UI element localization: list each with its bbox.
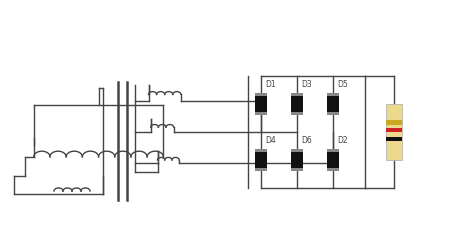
Text: D6: D6 — [302, 136, 312, 145]
Bar — [255, 111, 267, 115]
Bar — [255, 93, 267, 96]
Bar — [255, 149, 267, 152]
Bar — [291, 149, 303, 152]
Bar — [327, 93, 339, 96]
Bar — [291, 96, 303, 111]
Bar — [327, 152, 339, 168]
Text: D2: D2 — [338, 136, 348, 145]
Text: alamy - 2M6Y4HR: alamy - 2M6Y4HR — [185, 231, 265, 240]
Bar — [327, 149, 339, 152]
Text: D3: D3 — [302, 80, 312, 89]
Text: D5: D5 — [338, 80, 348, 89]
Text: D4: D4 — [266, 136, 276, 145]
Bar — [386, 104, 402, 160]
Bar — [291, 111, 303, 115]
Bar — [255, 168, 267, 171]
Bar — [291, 168, 303, 171]
Bar — [386, 120, 402, 125]
Bar — [327, 96, 339, 111]
Bar — [386, 128, 402, 133]
Text: Three Phase Bridge Rectifier: Three Phase Bridge Rectifier — [34, 15, 416, 39]
Bar — [327, 111, 339, 115]
Bar — [327, 168, 339, 171]
Bar — [291, 152, 303, 168]
Bar — [255, 152, 267, 168]
Bar — [255, 96, 267, 111]
Text: D1: D1 — [266, 80, 276, 89]
Bar — [386, 136, 402, 141]
Bar — [291, 93, 303, 96]
